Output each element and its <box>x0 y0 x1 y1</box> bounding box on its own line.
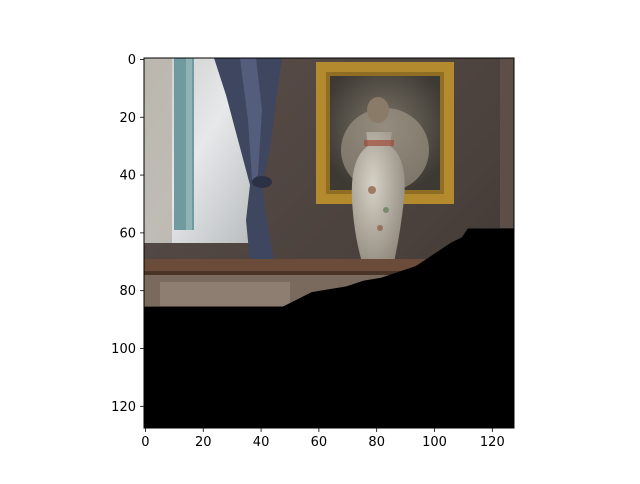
portrait-face <box>367 97 389 123</box>
x-axis: 0 20 40 60 80 100 120 <box>141 428 505 450</box>
x-tick-label: 120 <box>480 435 505 450</box>
y-tick-label: 80 <box>119 284 136 299</box>
y-tick-label: 60 <box>119 226 136 241</box>
window-curtain-left <box>144 58 172 243</box>
x-tick-label: 40 <box>253 435 270 450</box>
vase-pattern-3 <box>377 225 383 231</box>
mantel-panel-pattern <box>160 282 290 306</box>
y-tick-label: 0 <box>128 53 136 68</box>
x-tick-label: 80 <box>368 435 385 450</box>
x-tick-label: 0 <box>141 435 149 450</box>
axes-frame <box>143 57 515 429</box>
y-axis: 0 20 40 60 80 100 120 <box>111 53 144 415</box>
vase-neck-band <box>364 140 394 146</box>
vase-pattern-2 <box>383 207 389 213</box>
blue-curtain <box>214 58 282 262</box>
y-tick-label: 120 <box>111 400 136 415</box>
wall-right-edge <box>500 58 514 228</box>
x-tick-label: 20 <box>195 435 212 450</box>
y-tick-label: 20 <box>119 111 136 126</box>
vase-pattern-1 <box>368 186 376 194</box>
image <box>144 58 514 428</box>
curtain-tieback <box>252 176 272 188</box>
y-tick-label: 40 <box>119 169 136 184</box>
vase <box>351 132 405 262</box>
x-tick-label: 60 <box>311 435 328 450</box>
blue-curtain-highlight <box>240 58 262 180</box>
black-mask-region <box>144 228 514 428</box>
x-tick-label: 100 <box>422 435 447 450</box>
y-tick-label: 100 <box>111 342 136 357</box>
window-teal-panel-shade <box>186 58 192 230</box>
mantel-edge <box>144 271 514 275</box>
